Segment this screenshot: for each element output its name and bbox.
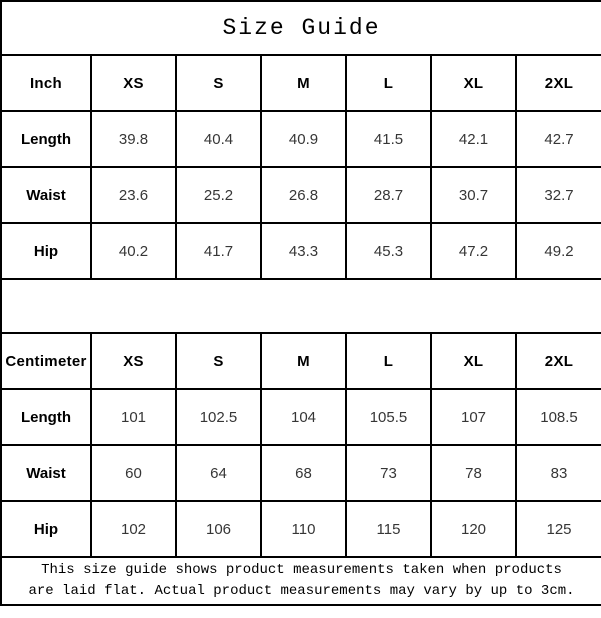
- value-cell: 23.6: [90, 166, 177, 224]
- value-cell: 39.8: [90, 110, 177, 168]
- value-cell: 42.7: [514, 110, 601, 168]
- inch-length-row: Length 39.8 40.4 40.9 41.5 42.1 42.7: [0, 110, 601, 168]
- value-cell: 28.7: [345, 166, 432, 224]
- size-col-header-xl: XL: [430, 332, 517, 390]
- cm-header-row: Centimeter XS S M L XL 2XL: [0, 332, 601, 390]
- size-col-header-m: M: [260, 54, 347, 112]
- inch-waist-row: Waist 23.6 25.2 26.8 28.7 30.7 32.7: [0, 166, 601, 224]
- inch-unit-header: Inch: [0, 54, 92, 112]
- value-cell: 41.5: [345, 110, 432, 168]
- value-cell: 83: [514, 444, 601, 502]
- value-cell: 42.1: [430, 110, 517, 168]
- row-label-length: Length: [0, 388, 92, 446]
- value-cell: 64: [175, 444, 262, 502]
- value-cell: 107: [430, 388, 517, 446]
- value-cell: 110: [260, 500, 347, 558]
- footer-row: This size guide shows product measuremen…: [0, 556, 601, 606]
- cm-length-row: Length 101 102.5 104 105.5 107 108.5: [0, 388, 601, 446]
- value-cell: 101: [90, 388, 177, 446]
- footer-note-line2: are laid flat. Actual product measuremen…: [28, 583, 575, 599]
- value-cell: 115: [345, 500, 432, 558]
- cm-hip-row: Hip 102 106 110 115 120 125: [0, 500, 601, 558]
- value-cell: 104: [260, 388, 347, 446]
- value-cell: 125: [514, 500, 601, 558]
- value-cell: 32.7: [514, 166, 601, 224]
- value-cell: 105.5: [345, 388, 432, 446]
- value-cell: 30.7: [430, 166, 517, 224]
- size-col-header-xl: XL: [430, 54, 517, 112]
- value-cell: 108.5: [514, 388, 601, 446]
- value-cell: 68: [260, 444, 347, 502]
- value-cell: 120: [430, 500, 517, 558]
- size-col-header-2xl: 2XL: [514, 332, 601, 390]
- footer-note-line1: This size guide shows product measuremen…: [41, 562, 562, 578]
- page-title: Size Guide: [0, 0, 601, 56]
- value-cell: 47.2: [430, 222, 517, 280]
- size-col-header-xs: XS: [90, 54, 177, 112]
- value-cell: 73: [345, 444, 432, 502]
- spacer-cell: [0, 278, 601, 334]
- value-cell: 40.2: [90, 222, 177, 280]
- inch-header-row: Inch XS S M L XL 2XL: [0, 54, 601, 112]
- size-col-header-s: S: [175, 332, 262, 390]
- size-col-header-s: S: [175, 54, 262, 112]
- value-cell: 40.9: [260, 110, 347, 168]
- value-cell: 43.3: [260, 222, 347, 280]
- value-cell: 60: [90, 444, 177, 502]
- size-col-header-xs: XS: [90, 332, 177, 390]
- footer-note: This size guide shows product measuremen…: [0, 556, 601, 606]
- spacer-row: [0, 278, 601, 334]
- value-cell: 26.8: [260, 166, 347, 224]
- value-cell: 49.2: [514, 222, 601, 280]
- row-label-length: Length: [0, 110, 92, 168]
- inch-hip-row: Hip 40.2 41.7 43.3 45.3 47.2 49.2: [0, 222, 601, 280]
- value-cell: 25.2: [175, 166, 262, 224]
- cm-waist-row: Waist 60 64 68 73 78 83: [0, 444, 601, 502]
- value-cell: 45.3: [345, 222, 432, 280]
- size-col-header-l: L: [345, 332, 432, 390]
- value-cell: 106: [175, 500, 262, 558]
- title-row: Size Guide: [0, 0, 601, 56]
- size-col-header-m: M: [260, 332, 347, 390]
- value-cell: 78: [430, 444, 517, 502]
- row-label-waist: Waist: [0, 444, 92, 502]
- row-label-hip: Hip: [0, 222, 92, 280]
- cm-unit-header: Centimeter: [0, 332, 92, 390]
- size-col-header-l: L: [345, 54, 432, 112]
- size-col-header-2xl: 2XL: [514, 54, 601, 112]
- row-label-waist: Waist: [0, 166, 92, 224]
- value-cell: 102.5: [175, 388, 262, 446]
- value-cell: 40.4: [175, 110, 262, 168]
- row-label-hip: Hip: [0, 500, 92, 558]
- value-cell: 102: [90, 500, 177, 558]
- value-cell: 41.7: [175, 222, 262, 280]
